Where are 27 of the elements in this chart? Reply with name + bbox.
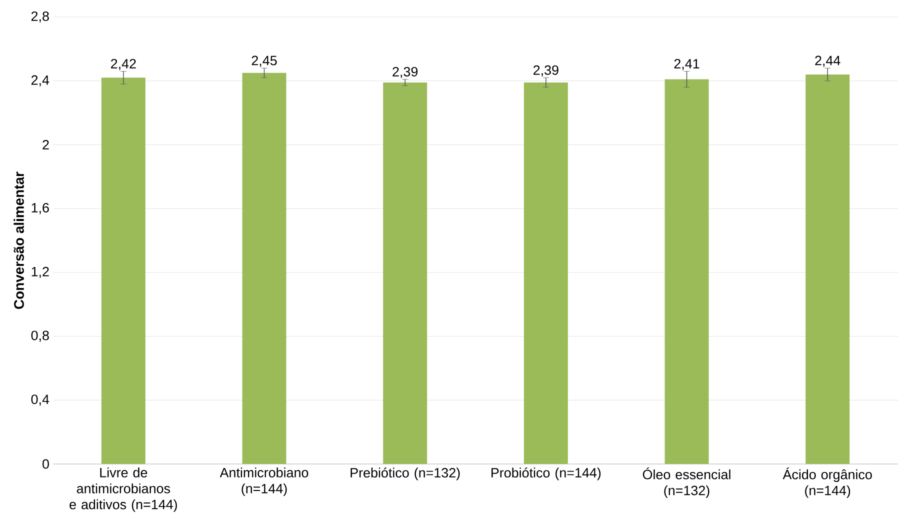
x-tick-label: Ácido orgânico (n=144) [782,468,872,498]
x-tick-label: Óleo essencial (n=132) [642,468,730,498]
y-tick-label: 2,8 [31,11,49,23]
bar [806,74,850,464]
data-label: 2,42 [111,58,136,70]
bar [664,79,709,464]
y-tick-label: 0,4 [31,394,50,406]
y-tick-label: 1,6 [32,203,49,214]
y-axis-title: Conversão alimentar [14,172,24,309]
bar [101,78,146,464]
data-label: 2,41 [674,58,700,70]
data-label: 2,39 [392,66,418,78]
y-tick-label: 2 [42,140,49,150]
y-tick-label: 0 [42,459,49,469]
x-tick-label: Livre de antimicrobianos e aditivos (n=144) [70,468,177,512]
data-label: 2,45 [252,56,277,67]
bar [242,72,286,464]
y-tick-label: 0,8 [31,330,49,342]
x-tick-label: Probiótico (n=144) [492,468,601,480]
x-tick-label: Antimicrobiano (n=144) [220,468,308,496]
x-tick-label: Prebiótico (n=132) [350,468,460,480]
y-tick-label: 2,4 [31,75,50,86]
data-label: 2,39 [534,65,558,76]
bar [383,82,428,464]
data-label: 2,44 [815,56,840,67]
y-tick-label: 1,2 [32,266,49,278]
bar [524,82,568,464]
